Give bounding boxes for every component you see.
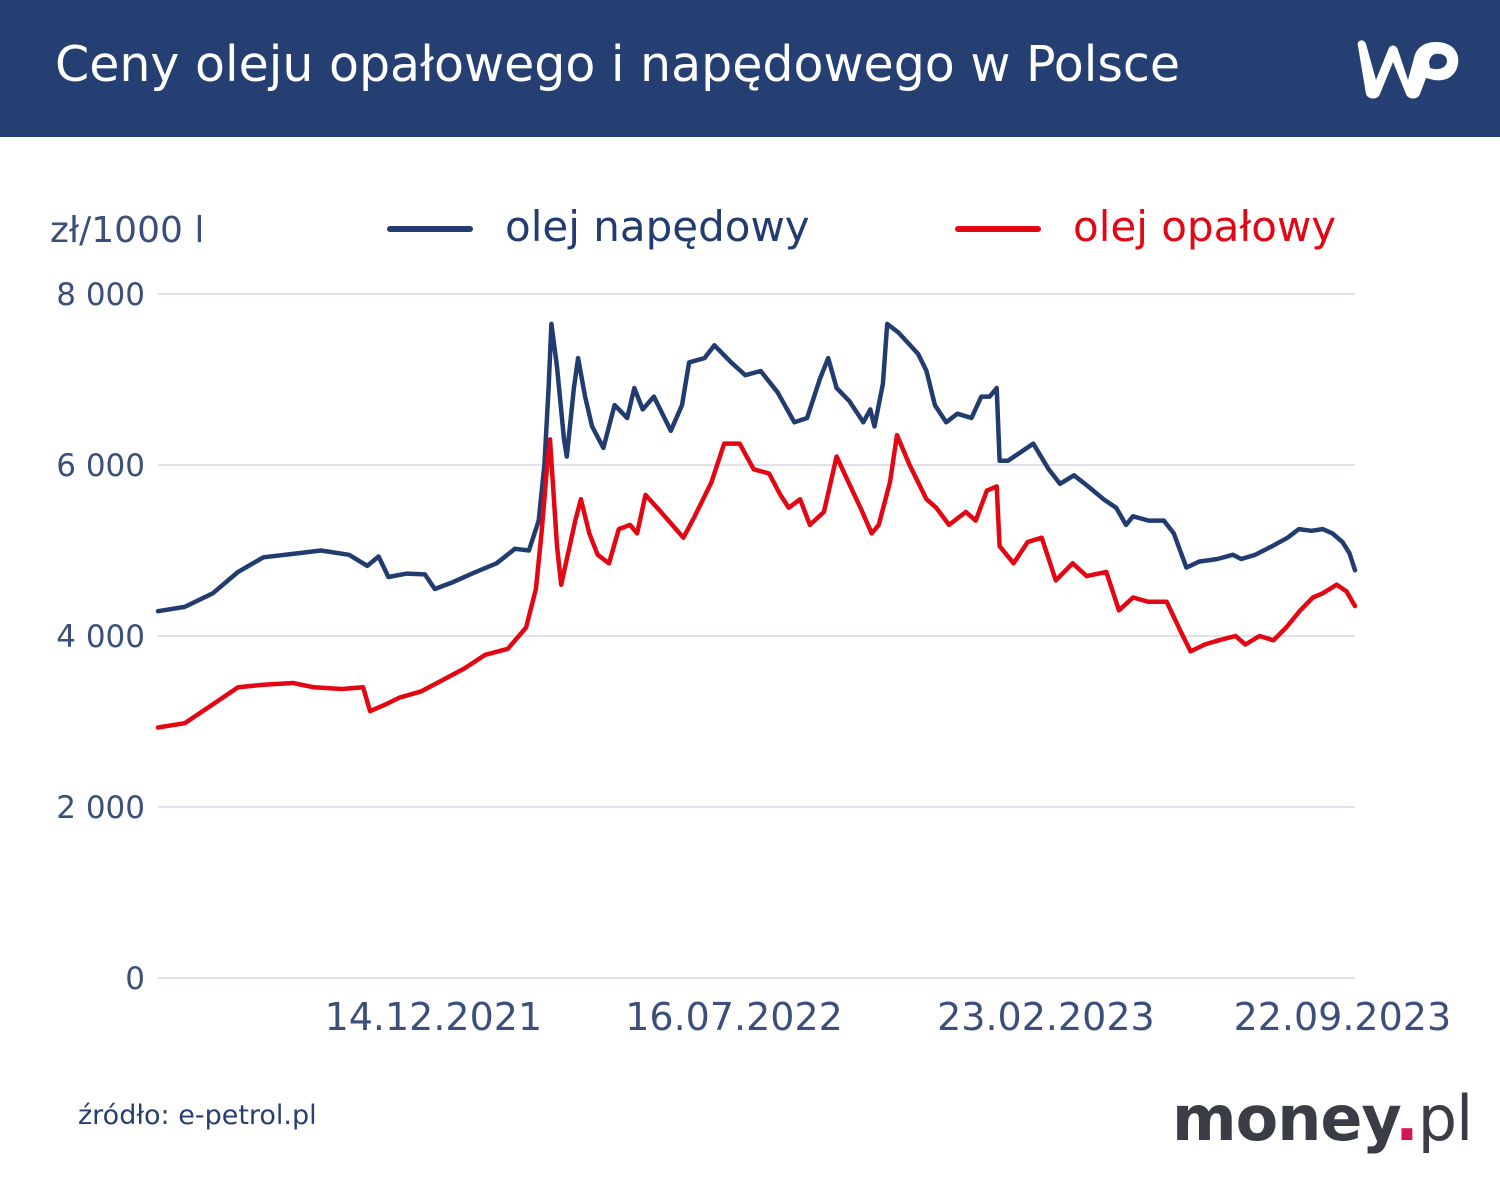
brand-tld: pl (1417, 1082, 1474, 1155)
brand-main: money (1172, 1082, 1396, 1155)
y-tick-label: 6 000 (56, 448, 145, 484)
legend-label-diesel: olej napędowy (505, 202, 810, 251)
line-chart: 0 2 000 4 000 6 000 8 000 14.12.2021 16.07.20… (50, 202, 1452, 1039)
y-axis-label: zł/1000 l (50, 210, 204, 251)
source-note: źródło: e-petrol.pl (78, 1100, 317, 1131)
y-axis-ticks: 0 2 000 4 000 6 000 8 000 (56, 277, 145, 997)
series-lines (155, 321, 1358, 730)
y-tick-label: 8 000 (56, 277, 145, 313)
y-tick-label: 4 000 (56, 619, 145, 655)
y-tick-label: 0 (125, 961, 145, 997)
brand-dot: . (1395, 1082, 1419, 1155)
x-tick-label: 14.12.2021 (325, 995, 543, 1039)
legend-label-heating: olej opałowy (1073, 202, 1336, 251)
wp-logo-icon (1357, 40, 1459, 99)
x-tick-label: 16.07.2022 (625, 995, 843, 1039)
legend: olej napędowy olej opałowy (387, 202, 1336, 251)
chart-title: Ceny oleju opałowego i napędowego w Pols… (55, 36, 1181, 93)
header-bar: Ceny oleju opałowego i napędowego w Pols… (0, 0, 1500, 137)
money-pl-logo: money.pl (1172, 1082, 1474, 1155)
grid-lines (158, 293, 1355, 979)
x-tick-label: 23.02.2023 (937, 995, 1155, 1039)
series-line-heating-oil (155, 432, 1358, 730)
x-tick-label: 22.09.2023 (1234, 995, 1452, 1039)
y-tick-label: 2 000 (56, 790, 145, 826)
x-axis-ticks: 14.12.2021 16.07.2022 23.02.2023 22.09.2023 (325, 995, 1452, 1039)
series-line-diesel (155, 321, 1358, 614)
